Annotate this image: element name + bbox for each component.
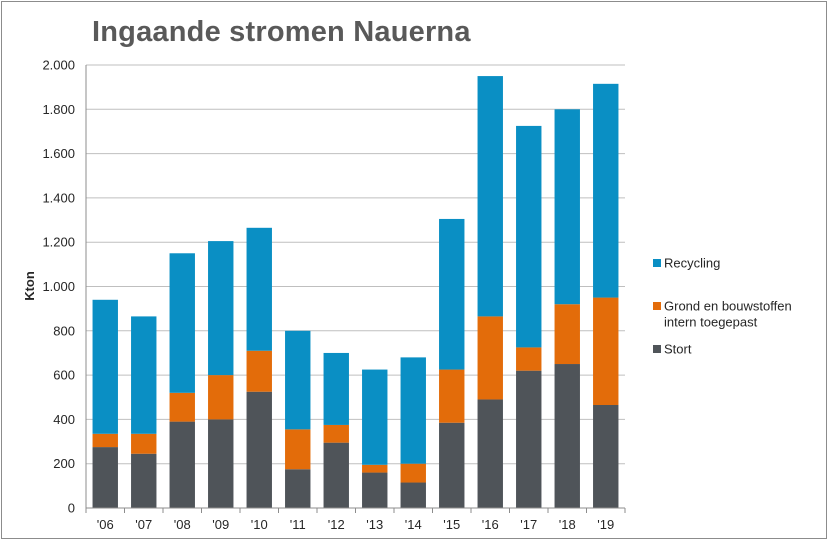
y-tick-label: 1.800 <box>42 102 75 117</box>
legend-swatch <box>653 345 661 353</box>
x-tick-label: '07 <box>135 517 152 532</box>
axes <box>85 65 626 513</box>
legend-swatch <box>653 259 661 267</box>
x-tick-label: '11 <box>290 517 306 532</box>
bar-segment <box>131 433 157 454</box>
y-tick-label: 1.000 <box>42 279 75 294</box>
bar-segment <box>439 218 465 370</box>
bar-segment <box>593 83 619 298</box>
x-tick-label: '18 <box>559 517 576 532</box>
bar-segment <box>92 447 118 508</box>
bar-segment <box>246 350 272 392</box>
bar-segment <box>516 370 542 508</box>
bars <box>92 76 619 508</box>
x-tick-label: '10 <box>251 517 268 532</box>
bar-segment <box>92 433 118 448</box>
y-tick-label: 2.000 <box>42 58 75 73</box>
x-tick-label: '13 <box>366 517 383 532</box>
bar-segment <box>439 369 465 423</box>
y-tick-labels: 0 200 400 600 800 1.000 1.200 1.400 1.600 1.800 2.… <box>42 58 75 516</box>
x-tick-label: '09 <box>212 517 229 532</box>
bar-segment <box>323 442 349 508</box>
bar-segment <box>400 463 426 483</box>
legend-label: Stort <box>664 342 692 357</box>
bar-segment <box>477 76 503 317</box>
bar-segment <box>323 424 349 443</box>
x-tick-labels: '06 '07 '08 '09 '10 '11 '12 '13 '14 '15 '16 '17 '18 '… <box>97 517 614 532</box>
x-tick-label: '16 <box>482 517 499 532</box>
x-tick-label: '19 <box>597 517 614 532</box>
bar-segment <box>593 405 619 508</box>
bar-segment <box>477 399 503 508</box>
bar-segment <box>169 253 195 393</box>
bar-segment <box>362 472 388 508</box>
bar-segment <box>92 299 118 434</box>
bar-segment <box>593 297 619 406</box>
chart-title: Ingaande stromen Nauerna <box>92 16 471 48</box>
bar-segment <box>246 391 272 508</box>
bar-segment <box>169 421 195 508</box>
bar-segment <box>323 352 349 425</box>
legend-label: Recycling <box>664 256 720 271</box>
bar-segment <box>285 330 311 430</box>
bar-segment <box>208 419 234 508</box>
bar-segment <box>362 369 388 465</box>
x-tick-label: '08 <box>174 517 191 532</box>
x-tick-label: '12 <box>328 517 345 532</box>
bar-segment <box>131 316 157 434</box>
y-tick-label: 200 <box>53 456 75 471</box>
y-tick-label: 1.200 <box>42 235 75 250</box>
x-tick-label: '15 <box>443 517 460 532</box>
bar-segment <box>285 469 311 508</box>
bar-segment <box>554 109 580 305</box>
bar-segment <box>131 453 157 508</box>
bar-segment <box>554 304 580 365</box>
bar-segment <box>516 125 542 348</box>
legend-label: Grond en bouwstoffen <box>664 299 792 314</box>
x-tick-label: '06 <box>97 517 114 532</box>
y-axis-label: Kton <box>22 271 37 301</box>
bar-segment <box>400 482 426 508</box>
y-tick-label: 800 <box>53 323 75 338</box>
gridlines <box>86 64 625 465</box>
x-tick-label: '17 <box>520 517 537 532</box>
bar-segment <box>208 375 234 420</box>
bar-segment <box>477 316 503 400</box>
y-tick-label: 0 <box>68 501 75 516</box>
x-tick-label: '14 <box>405 517 422 532</box>
y-tick-label: 1.400 <box>42 190 75 205</box>
legend-label: intern toegepast <box>664 315 758 330</box>
bar-segment <box>362 464 388 473</box>
y-tick-label: 600 <box>53 368 75 383</box>
bar-segment <box>246 227 272 351</box>
y-tick-label: 400 <box>53 412 75 427</box>
y-tick-label: 1.600 <box>42 146 75 161</box>
bar-segment <box>439 422 465 508</box>
bar-segment <box>516 347 542 371</box>
bar-segment <box>208 241 234 376</box>
bar-segment <box>554 364 580 508</box>
bar-segment <box>169 392 195 422</box>
legend-swatch <box>653 302 661 310</box>
bar-segment <box>400 357 426 464</box>
bar-segment <box>285 429 311 470</box>
